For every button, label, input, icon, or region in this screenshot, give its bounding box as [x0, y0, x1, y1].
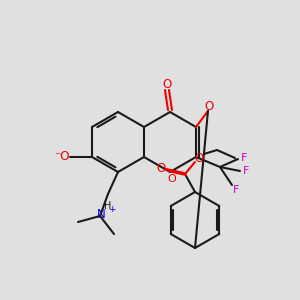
Text: F: F [233, 185, 239, 195]
Text: O: O [194, 152, 204, 164]
Text: N: N [97, 208, 105, 220]
Text: F: F [241, 153, 247, 163]
Text: O: O [162, 77, 172, 91]
Text: +: + [108, 206, 116, 214]
Text: F: F [243, 166, 249, 176]
Text: H: H [104, 201, 112, 211]
Text: O: O [156, 163, 166, 176]
Text: ⁻O: ⁻O [54, 149, 70, 163]
Text: O: O [168, 174, 176, 184]
Text: O: O [204, 100, 214, 112]
